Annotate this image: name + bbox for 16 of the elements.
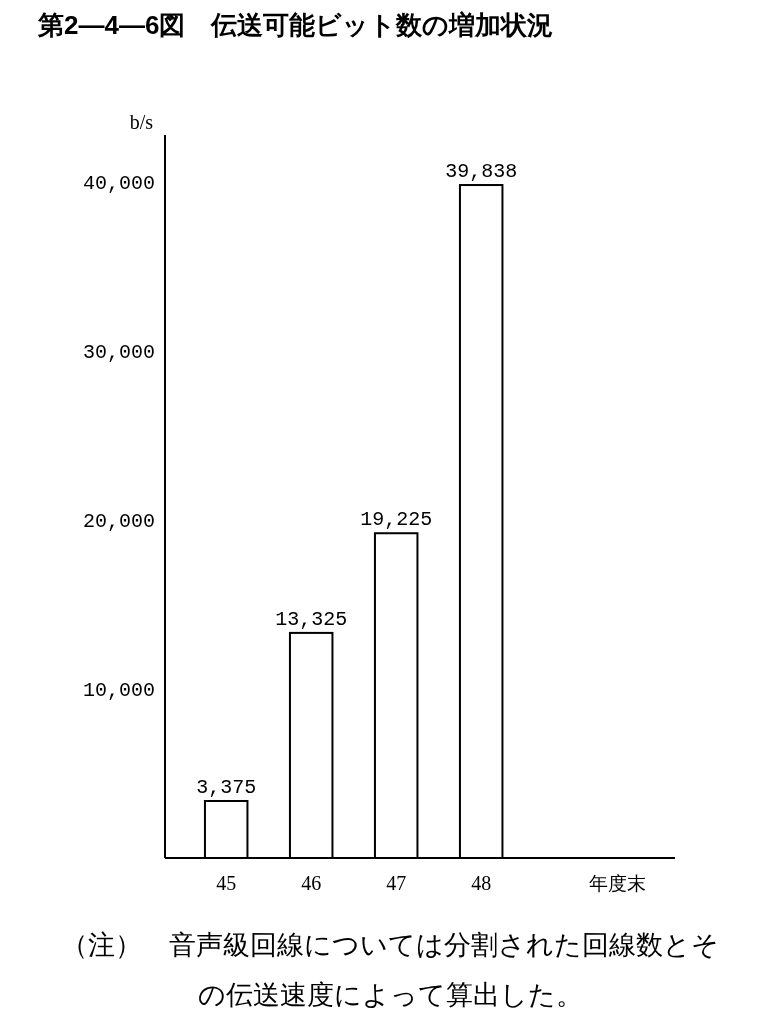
x-tick-label: 45 <box>216 872 237 894</box>
text: （注） 音声級回線については分割された回線数とその伝送速度によって算出した。 <box>60 929 720 1012</box>
chart-title: 第2—4—6図 伝送可能ビット数の増加状況 <box>38 9 554 42</box>
data-label: 19,225 <box>360 508 433 532</box>
data-label: 13,325 <box>275 607 348 631</box>
y-axis-title: b/s <box>129 111 154 133</box>
data-label: 3,375 <box>196 775 257 799</box>
y-tick-label: 40,000 <box>82 172 155 196</box>
y-tick-label: 10,000 <box>82 679 155 703</box>
x-tick-label: 48 <box>471 872 492 894</box>
data-label: 39,838 <box>445 160 518 184</box>
y-tick-label: 30,000 <box>82 341 155 365</box>
x-axis-title: 年度末 <box>588 873 646 894</box>
x-tick-label: 47 <box>386 872 407 894</box>
x-tick-label: 46 <box>301 872 322 894</box>
y-tick-label: 20,000 <box>82 510 155 534</box>
